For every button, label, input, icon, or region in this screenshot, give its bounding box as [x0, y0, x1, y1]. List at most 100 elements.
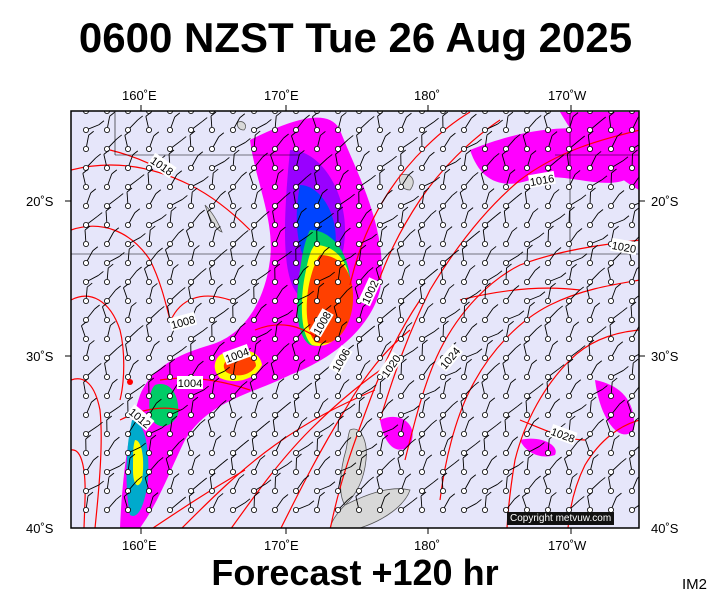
wind-station	[271, 335, 278, 342]
wind-station	[460, 202, 467, 209]
wind-barb-feather	[630, 301, 637, 307]
wind-barb-feather	[378, 320, 384, 326]
wind-station	[439, 392, 446, 399]
wind-station	[545, 373, 552, 380]
wind-station	[166, 373, 173, 380]
wind-barb-feather	[645, 197, 650, 201]
wind-station	[376, 221, 383, 228]
wind-barb-feather	[345, 227, 351, 233]
wind-station	[566, 335, 573, 342]
wind-barb-feather	[243, 439, 250, 445]
wind-station	[397, 373, 404, 380]
wind-barb-feather	[430, 210, 437, 215]
wind-barb-feather	[355, 492, 362, 497]
wind-station	[439, 373, 446, 380]
wind-barb-feather	[567, 358, 574, 364]
wind-barb-feather	[254, 491, 260, 497]
wind-station	[145, 202, 152, 209]
wind-station	[313, 392, 320, 399]
wind-station	[439, 297, 446, 304]
wind-station	[125, 240, 132, 247]
wind-barb-feather	[328, 422, 335, 428]
wind-station	[334, 335, 341, 342]
wind-station	[355, 430, 362, 437]
wind-barb-feather	[510, 378, 517, 384]
wind-station	[250, 373, 257, 380]
wind-barb-feather	[221, 249, 228, 254]
wind-station	[524, 202, 531, 209]
wind-station	[334, 449, 341, 456]
wind-barb-feather	[642, 230, 647, 234]
wind-station	[481, 297, 488, 304]
wind-station	[145, 278, 152, 285]
wind-station	[397, 392, 404, 399]
wind-station	[524, 278, 531, 285]
wind-station	[629, 335, 636, 342]
wind-station	[292, 259, 299, 266]
wind-barb-feather	[307, 231, 313, 237]
wind-station	[587, 449, 594, 456]
wind-barb-feather	[558, 364, 565, 369]
lon-label-bottom: 170˚W	[548, 538, 587, 553]
wind-station	[397, 127, 404, 134]
wind-station	[608, 278, 615, 285]
wind-station	[439, 145, 446, 152]
wind-barb-feather	[144, 473, 151, 478]
wind-station	[397, 164, 404, 171]
wind-station	[271, 259, 278, 266]
wind-station	[608, 221, 615, 228]
wind-barb-feather	[180, 496, 187, 502]
wind-barb-feather	[618, 190, 625, 195]
wind-barb-feather	[173, 264, 179, 269]
wind-barb-feather	[578, 496, 585, 501]
wind-barb-feather	[417, 226, 424, 231]
wind-station	[376, 183, 383, 190]
wind-barb-feather	[160, 364, 166, 370]
wind-barb-feather	[104, 358, 110, 364]
wind-barb-feather	[213, 377, 220, 383]
wind-station	[418, 127, 425, 134]
wind-barb-feather	[232, 93, 237, 97]
wind-station	[439, 221, 446, 228]
wind-barb-feather	[455, 367, 462, 373]
wind-station	[187, 259, 194, 266]
wind-station	[460, 449, 467, 456]
wind-station	[125, 202, 132, 209]
wind-station	[587, 411, 594, 418]
wind-station	[83, 449, 90, 456]
wind-station	[208, 392, 215, 399]
wind-barb-feather	[303, 265, 309, 271]
wind-station	[545, 202, 552, 209]
wind-barb-feather	[470, 474, 477, 480]
wind-station	[271, 468, 278, 475]
wind-station	[125, 449, 132, 456]
wind-station	[83, 145, 90, 152]
wind-station	[545, 259, 552, 266]
wind-station	[545, 164, 552, 171]
wind-station	[524, 430, 531, 437]
wind-barb-feather	[397, 454, 404, 459]
wind-station	[334, 259, 341, 266]
wind-station	[376, 240, 383, 247]
wind-station	[629, 506, 636, 513]
wind-barb-feather	[615, 283, 622, 289]
wind-barb-feather	[291, 340, 298, 345]
wind-barb-feather	[139, 383, 145, 389]
wind-barb-feather	[134, 208, 141, 214]
wind-barb-feather	[255, 339, 262, 345]
wind-station	[587, 487, 594, 494]
wind-station	[355, 373, 362, 380]
wind-station	[608, 127, 615, 134]
wind-barb-feather	[525, 396, 532, 402]
wind-station	[271, 449, 278, 456]
wind-barb-feather	[535, 475, 541, 481]
wind-barb-feather	[233, 149, 240, 155]
wind-barb-feather	[98, 480, 104, 486]
wind-barb-feather	[207, 207, 213, 213]
wind-station	[292, 145, 299, 152]
wind-station	[292, 183, 299, 190]
wind-barb	[590, 111, 591, 112]
wind-station	[587, 202, 594, 209]
wind-station	[208, 278, 215, 285]
wind-barb-feather	[287, 309, 293, 315]
